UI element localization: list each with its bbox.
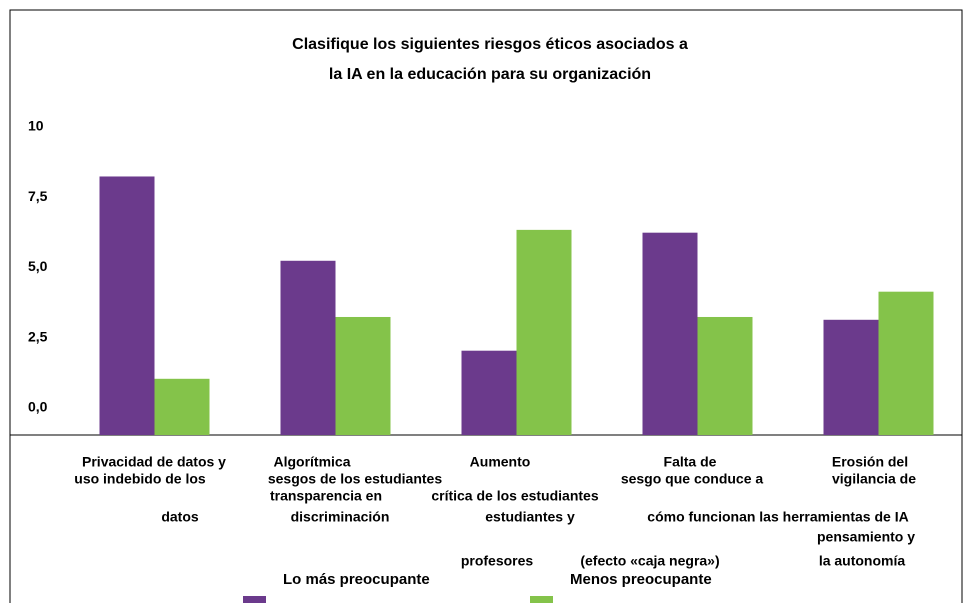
x-tick-label: (efecto «caja negra») <box>580 553 719 569</box>
x-tick-label: pensamiento y <box>817 529 915 545</box>
x-tick-label: profesores <box>461 553 534 569</box>
y-tick-label: 5,0 <box>28 258 48 274</box>
chart-title: Clasifique los siguientes riesgos éticos… <box>292 36 688 53</box>
x-tick-label: crítica de los estudiantes <box>431 488 598 504</box>
x-tick-label: vigilancia de <box>832 471 916 487</box>
legend-swatch <box>530 596 553 603</box>
x-tick-label: Aumento <box>470 454 531 470</box>
x-tick-label: discriminación <box>291 509 390 525</box>
bar <box>697 316 753 435</box>
x-tick-label: cómo funcionan las herramientas de IA <box>647 509 908 525</box>
bar <box>516 229 572 435</box>
bar <box>823 319 879 435</box>
bar <box>878 291 934 435</box>
bar <box>335 316 391 435</box>
x-tick-label: Algorítmica <box>273 454 350 470</box>
x-tick-label: estudiantes y <box>485 509 575 525</box>
bar <box>642 232 698 435</box>
x-tick-label: datos <box>161 509 199 525</box>
x-tick-label: Erosión del <box>832 454 908 470</box>
x-tick-label: sesgo que conduce a <box>621 471 764 487</box>
x-tick-label: uso indebido de los <box>74 471 206 487</box>
chart-title: la IA en la educación para su organizaci… <box>329 66 651 83</box>
x-tick-label: la autonomía <box>819 553 906 569</box>
frame <box>9 9 963 603</box>
y-tick-label: 2,5 <box>28 328 48 344</box>
x-tick-label: Privacidad de datos y <box>82 454 226 470</box>
y-tick-label: 7,5 <box>28 188 48 204</box>
x-tick-label: Falta de <box>664 454 717 470</box>
bar <box>280 260 336 435</box>
bar <box>99 176 155 436</box>
legend-label: Menos preocupante <box>570 571 712 588</box>
y-tick-label: 10 <box>28 118 44 134</box>
x-tick-label: transparencia en <box>270 488 382 504</box>
legend-swatch <box>243 596 266 603</box>
y-tick-label: 0,0 <box>28 399 48 415</box>
bar <box>154 378 210 435</box>
x-tick-label: sesgos de los estudiantes <box>268 471 442 487</box>
legend-label: Lo más preocupante <box>283 571 430 588</box>
bar <box>461 350 517 435</box>
